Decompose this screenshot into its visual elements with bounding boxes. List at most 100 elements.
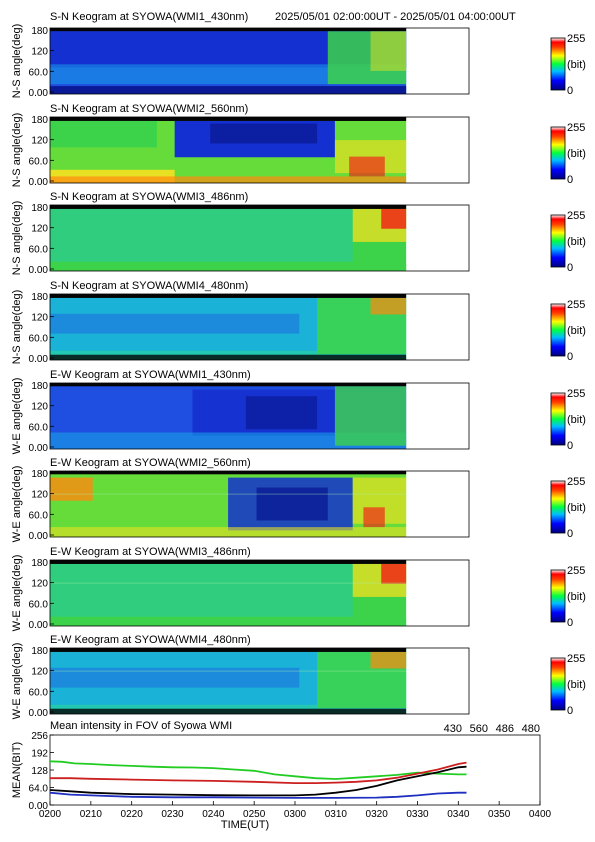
colorbar-max-label: 255 — [567, 653, 585, 665]
y-tick-label: 180 — [31, 469, 48, 480]
colorbar-max-label: 255 — [567, 33, 585, 45]
colorbar-min-label: 0 — [567, 440, 573, 452]
panel-title: E-W Keogram at SYOWA(WMI3_486nm) — [50, 546, 251, 558]
y-tick-label: 60.0 — [29, 244, 49, 255]
x-tick-label: 0230 — [161, 809, 184, 820]
y-tick-label: 180 — [31, 292, 48, 303]
keogram-panel: S-N Keogram at SYOWA(WMI3_486nm)180 120 60… — [11, 191, 586, 276]
y-axis-label: MEAN(BIT) — [11, 742, 23, 798]
y-tick-label: 120 — [31, 224, 48, 235]
x-tick-label: 0200 — [39, 809, 62, 820]
colorbar — [550, 392, 566, 446]
y-tick-label: 0.00 — [29, 531, 49, 542]
series-line-560 — [49, 760, 467, 780]
colorbar-unit-label: (bit) — [567, 59, 586, 71]
y-tick-label: 180 — [31, 558, 48, 569]
panel-title: E-W Keogram at SYOWA(WMI4_480nm) — [50, 634, 251, 646]
colorbar — [550, 480, 566, 534]
x-tick-label: 0350 — [488, 809, 511, 820]
colorbar-unit-label: (bit) — [567, 236, 586, 248]
colorbar-min-label: 0 — [567, 351, 573, 363]
colorbar-unit-label: (bit) — [567, 591, 586, 603]
keogram-panel: 180 120 60.0 0.00 N-S angle(deg) 255 (bit) 0 — [11, 24, 586, 99]
y-tick-label: 0.00 — [29, 88, 49, 99]
colorbar-min-label: 0 — [567, 617, 573, 629]
keogram-panel: E-W Keogram at SYOWA(WMI3_486nm)180 120 60… — [11, 546, 586, 631]
y-axis-label: N-S angle(deg) — [11, 201, 23, 276]
x-tick-label: 0220 — [121, 809, 144, 820]
y-tick-label: 256 — [31, 731, 48, 742]
keogram-panel: E-W Keogram at SYOWA(WMI1_430nm)180 120 60… — [11, 369, 586, 454]
x-tick-label: 0310 — [325, 809, 348, 820]
y-tick-label: 60.0 — [29, 156, 49, 167]
y-tick-label: 60.0 — [29, 510, 49, 521]
y-axis-label: N-S angle(deg) — [11, 24, 23, 99]
x-tick-label: 0330 — [406, 809, 429, 820]
colorbar — [550, 303, 566, 357]
y-tick-label: 128 — [31, 766, 48, 777]
y-tick-label: 0.00 — [29, 177, 49, 188]
y-tick-label: 120 — [31, 136, 48, 147]
colorbar-min-label: 0 — [567, 262, 573, 274]
y-tick-label: 0.00 — [29, 708, 49, 719]
y-tick-label: 0.00 — [29, 265, 49, 276]
keogram-panel: E-W Keogram at SYOWA(WMI4_480nm)180 120 60… — [11, 634, 586, 719]
y-axis-label: N-S angle(deg) — [11, 290, 23, 365]
colorbar — [550, 214, 566, 268]
keogram-panel: S-N Keogram at SYOWA(WMI2_560nm)180 120 60… — [11, 103, 586, 188]
panel-title: E-W Keogram at SYOWA(WMI1_430nm) — [50, 369, 251, 381]
y-tick-label: 120 — [31, 667, 48, 678]
y-tick-label: 64.0 — [29, 784, 49, 795]
x-tick-label: 0240 — [202, 809, 225, 820]
y-tick-label: 0.00 — [29, 443, 49, 454]
colorbar-min-label: 0 — [567, 705, 573, 717]
colorbar — [550, 126, 566, 180]
x-tick-label: 0400 — [529, 809, 552, 820]
y-tick-label: 120 — [31, 313, 48, 324]
colorbar-max-label: 255 — [567, 299, 585, 311]
colorbar-min-label: 0 — [567, 174, 573, 186]
x-axis-label: TIME(UT) — [221, 819, 269, 831]
y-tick-label: 60.0 — [29, 599, 49, 610]
y-axis-label: N-S angle(deg) — [11, 113, 23, 188]
panel-title: S-N Keogram at SYOWA(WMI2_560nm) — [50, 103, 248, 115]
y-tick-label: 60.0 — [29, 687, 49, 698]
y-tick-label: 180 — [31, 381, 48, 392]
y-axis-label: W-E angle(deg) — [11, 555, 23, 632]
panel-title: E-W Keogram at SYOWA(WMI2_560nm) — [50, 457, 251, 469]
y-tick-label: 120 — [31, 47, 48, 58]
colorbar-unit-label: (bit) — [567, 325, 586, 337]
y-tick-label: 180 — [31, 26, 48, 37]
x-tick-label: 0320 — [366, 809, 389, 820]
colorbar-min-label: 0 — [567, 85, 573, 97]
panel-title: S-N Keogram at SYOWA(WMI3_486nm) — [50, 191, 248, 203]
series-line-480 — [49, 765, 467, 797]
series-line-430 — [49, 791, 467, 799]
y-tick-label: 180 — [31, 646, 48, 657]
legend-entry: 486 — [496, 723, 514, 735]
colorbar — [550, 657, 566, 711]
colorbar-unit-label: (bit) — [567, 502, 586, 514]
colorbar-max-label: 255 — [567, 565, 585, 577]
x-tick-label: 0210 — [80, 809, 103, 820]
y-tick-label: 180 — [31, 115, 48, 126]
y-axis-label: W-E angle(deg) — [11, 378, 23, 455]
panel-title-0: S-N Keogram at SYOWA(WMI1_430nm) — [50, 11, 248, 23]
mean-plot-title: Mean intensity in FOV of Syowa WMI — [50, 720, 232, 732]
time-range-header: 2025/05/01 02:00:00UT - 2025/05/01 04:00… — [275, 11, 516, 23]
x-tick-label: 0300 — [284, 809, 307, 820]
y-tick-label: 180 — [31, 203, 48, 214]
y-tick-label: 60.0 — [29, 422, 49, 433]
y-tick-label: 60.0 — [29, 333, 49, 344]
colorbar-unit-label: (bit) — [567, 414, 586, 426]
y-tick-label: 60.0 — [29, 67, 49, 78]
y-tick-label: 0.00 — [29, 620, 49, 631]
y-axis-label: W-E angle(deg) — [11, 643, 23, 720]
colorbar-unit-label: (bit) — [567, 148, 586, 160]
keogram-panel: S-N Keogram at SYOWA(WMI4_480nm)180 120 60… — [11, 280, 586, 365]
y-tick-label: 0.00 — [29, 354, 49, 365]
y-tick-label: 0.00 — [29, 801, 49, 812]
x-tick-label: 0340 — [447, 809, 470, 820]
colorbar-min-label: 0 — [567, 528, 573, 540]
